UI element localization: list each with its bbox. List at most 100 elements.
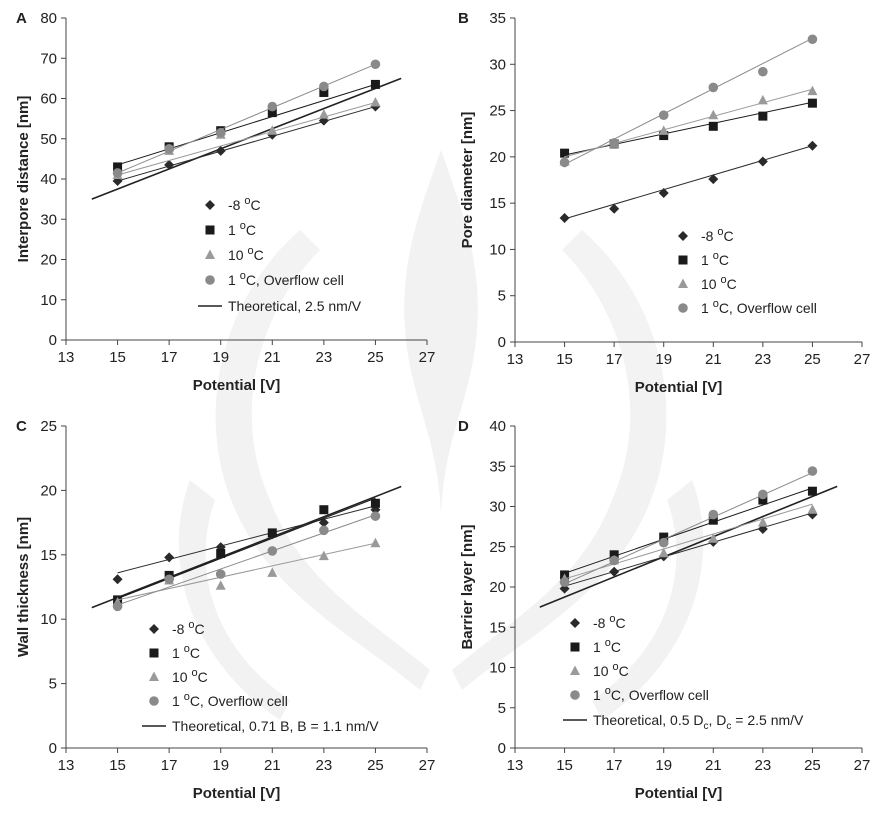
watermark (178, 150, 704, 720)
legend-degree: o (720, 274, 726, 286)
data-point (164, 144, 174, 154)
data-point (807, 85, 818, 96)
data-point (757, 94, 768, 105)
legend-label: 1 oC, Overflow cell (593, 685, 709, 703)
legend-label-unit: C (719, 252, 729, 268)
legend-label: 1 oC (172, 643, 200, 661)
data-point (758, 111, 768, 121)
y-tick-label: 15 (489, 195, 506, 212)
y-tick-label: 5 (49, 676, 57, 693)
legend-label-value: -8 (172, 621, 188, 637)
y-tick-label: 10 (489, 241, 506, 258)
trend-line (564, 145, 813, 220)
trend-line (117, 63, 376, 174)
legend-theoretical-text: Theoretical, 2.5 nm/V (228, 298, 362, 314)
legend-subscript: c (704, 721, 709, 732)
data-point (318, 109, 329, 119)
data-point (609, 203, 620, 214)
legend-label: 1 oC, Overflow cell (172, 691, 288, 709)
data-point (807, 140, 818, 151)
data-point (708, 509, 719, 520)
x-axis-title: Potential [V] (193, 785, 281, 802)
y-tick-label: 10 (40, 611, 57, 628)
data-point (757, 156, 768, 167)
legend-marker (205, 200, 215, 210)
legend-degree: o (240, 270, 246, 282)
data-point (112, 601, 123, 612)
data-point (318, 517, 329, 528)
x-tick-label: 13 (507, 351, 524, 368)
legend-theoretical-label: Theoretical, 2.5 nm/V (228, 298, 362, 314)
legend-theoretical-text: , D (709, 712, 727, 728)
legend-label-value: 1 (701, 252, 713, 268)
legend-theoretical-label: Theoretical, 0.5 Dc, Dc = 2.5 nm/V (593, 712, 804, 732)
data-point (559, 577, 570, 587)
trend-line (117, 505, 376, 574)
data-point (215, 145, 226, 156)
legend-label-unit: C, Overflow cell (190, 693, 288, 709)
panel-letter: B (458, 10, 469, 27)
legend-label-unit: C (611, 639, 621, 655)
y-tick-label: 0 (49, 332, 57, 349)
data-point (609, 550, 619, 560)
legend-marker (205, 275, 215, 285)
x-tick-label: 13 (58, 757, 75, 774)
data-point (112, 168, 123, 178)
trend-line (117, 83, 376, 166)
panel-b: B 0 5 10 15 20 25 30 35 13 15 17 19 21 23 25 27 Potential… (458, 10, 870, 396)
x-tick-label: 19 (655, 757, 672, 774)
legend-label: 1 oC, Overflow cell (228, 270, 344, 288)
legend-marker (205, 249, 215, 259)
data-point (319, 505, 329, 515)
x-tick-label: 21 (705, 757, 722, 774)
data-point (164, 159, 175, 170)
data-point (267, 528, 277, 538)
legend-label-value: 10 (593, 663, 612, 679)
x-tick-label: 13 (507, 757, 524, 774)
legend-label: 10 oC (172, 667, 208, 685)
x-tick-label: 19 (655, 351, 672, 368)
data-point (319, 525, 329, 536)
y-tick-label: 5 (498, 288, 506, 305)
y-tick-label: 30 (489, 499, 506, 516)
data-point (319, 81, 329, 92)
legend-marker (570, 665, 580, 675)
data-point (370, 511, 381, 521)
data-point (807, 466, 818, 476)
x-tick-label: 21 (264, 349, 281, 366)
data-point (658, 547, 669, 558)
y-tick-label: 10 (40, 292, 57, 309)
legend-marker (570, 642, 580, 652)
trend-line (117, 102, 376, 176)
data-point (215, 580, 226, 590)
legend-label: 10 oC (593, 661, 629, 679)
legend-label-unit: C (194, 621, 204, 637)
x-tick-label: 15 (556, 351, 573, 368)
data-point (807, 486, 817, 496)
data-point (708, 109, 719, 120)
y-tick-label: 10 (489, 660, 506, 677)
y-tick-label: 35 (489, 10, 506, 27)
legend-label-unit: C (190, 645, 200, 661)
data-point (758, 66, 768, 77)
legend-marker (149, 671, 159, 681)
data-point (370, 537, 381, 548)
y-tick-label: 50 (40, 131, 57, 148)
trend-line (564, 512, 813, 587)
panel-letter: A (16, 10, 27, 27)
panel-letter: D (458, 418, 469, 435)
data-point (267, 567, 278, 577)
trend-line (564, 37, 813, 165)
y-tick-label: 25 (489, 103, 506, 120)
trend-line (564, 101, 813, 156)
legend-marker (149, 624, 159, 634)
y-tick-label: 20 (489, 149, 506, 166)
data-point (164, 552, 175, 563)
panel-a: A 0 10 20 30 40 50 60 70 80 13 15 17 19 21 23 25 27 Potent… (15, 10, 435, 394)
legend-label: 10 oC (701, 274, 737, 292)
legend-label-unit: C (723, 228, 733, 244)
legend-label-unit: C (727, 276, 737, 292)
